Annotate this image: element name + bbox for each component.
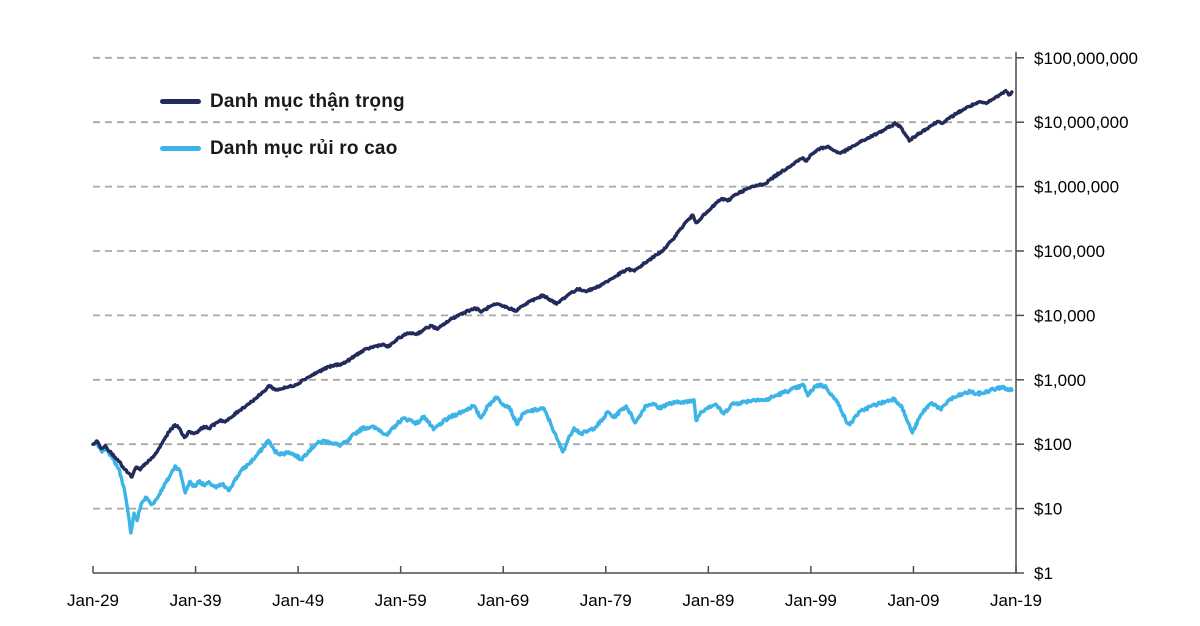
series-line-conservative (91, 88, 1014, 479)
y-tick-label: $1 (1034, 564, 1053, 583)
legend-label-conservative: Danh mục thận trọng (210, 90, 405, 112)
x-tick-label: Jan-69 (477, 591, 529, 610)
x-tick-label: Jan-49 (272, 591, 324, 610)
x-tick-label: Jan-59 (375, 591, 427, 610)
series-line-high-risk (91, 382, 1014, 535)
y-tick-label: $100,000 (1034, 242, 1105, 261)
x-tick-label: Jan-19 (990, 591, 1042, 610)
y-tick-label: $10,000,000 (1034, 113, 1129, 132)
y-tick-label: $100,000,000 (1034, 49, 1138, 68)
x-tick-label: Jan-39 (170, 591, 222, 610)
y-tick-label: $10,000 (1034, 306, 1095, 325)
legend: Danh mục thận trọng Danh mục rủi ro cao (160, 78, 405, 172)
legend-label-high-risk: Danh mục rủi ro cao (210, 137, 398, 159)
legend-swatch-high-risk (160, 146, 201, 151)
y-tick-label: $10 (1034, 500, 1062, 519)
x-tick-label: Jan-99 (785, 591, 837, 610)
legend-swatch-conservative (160, 99, 201, 104)
x-tick-label: Jan-89 (682, 591, 734, 610)
y-tick-label: $1,000,000 (1034, 178, 1119, 197)
x-tick-label: Jan-79 (580, 591, 632, 610)
legend-item-conservative: Danh mục thận trọng (160, 78, 405, 125)
legend-item-high-risk: Danh mục rủi ro cao (160, 125, 405, 172)
y-tick-label: $100 (1034, 435, 1072, 454)
y-tick-label: $1,000 (1034, 371, 1086, 390)
x-tick-label: Jan-29 (67, 591, 119, 610)
x-tick-label: Jan-09 (887, 591, 939, 610)
